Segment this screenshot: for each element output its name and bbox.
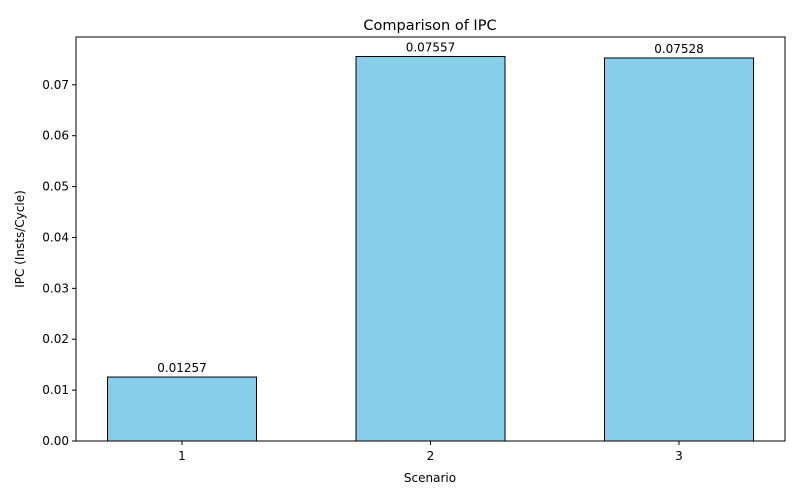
x-tick-label: 1 <box>178 449 186 463</box>
bars-group <box>107 55 754 442</box>
y-tick-label: 0.00 <box>42 434 69 448</box>
x-axis-label: Scenario <box>404 471 456 485</box>
y-tick-label: 0.02 <box>42 332 69 346</box>
x-tick-label: 2 <box>427 449 435 463</box>
y-tick-label: 0.06 <box>42 129 69 143</box>
chart-title: Comparison of IPC <box>363 18 496 34</box>
y-tick-label: 0.04 <box>42 230 69 244</box>
y-tick-label: 0.05 <box>42 180 69 194</box>
bar-scenario-2 <box>355 55 506 442</box>
value-label-scenario-2: 0.07557 <box>406 40 456 54</box>
value-label-scenario-1: 0.01257 <box>157 361 207 375</box>
value-labels-group: 0.01257 0.07557 0.07528 <box>157 40 704 375</box>
y-tick-label: 0.01 <box>42 383 69 397</box>
y-axis-label: IPC (Insts/Cycle) <box>13 190 27 288</box>
x-axis-ticks: 1 2 3 <box>178 441 683 463</box>
x-tick-label: 3 <box>675 449 683 463</box>
plot-frame <box>75 36 786 442</box>
bar-scenario-1 <box>107 376 257 442</box>
y-axis-ticks: 0.00 0.01 0.02 0.03 0.04 0.05 0.06 0.07 <box>42 78 76 448</box>
bar-scenario-3 <box>604 57 754 442</box>
y-tick-label: 0.07 <box>42 78 69 92</box>
y-tick-label: 0.03 <box>42 281 69 295</box>
value-label-scenario-3: 0.07528 <box>654 42 704 56</box>
